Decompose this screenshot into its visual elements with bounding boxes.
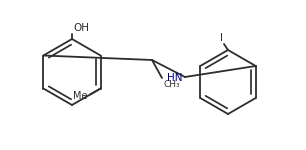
- Text: HN: HN: [167, 73, 183, 83]
- Text: I: I: [220, 33, 223, 43]
- Text: CH₃: CH₃: [164, 80, 181, 89]
- Text: Me: Me: [73, 90, 87, 101]
- Text: OH: OH: [73, 23, 89, 33]
